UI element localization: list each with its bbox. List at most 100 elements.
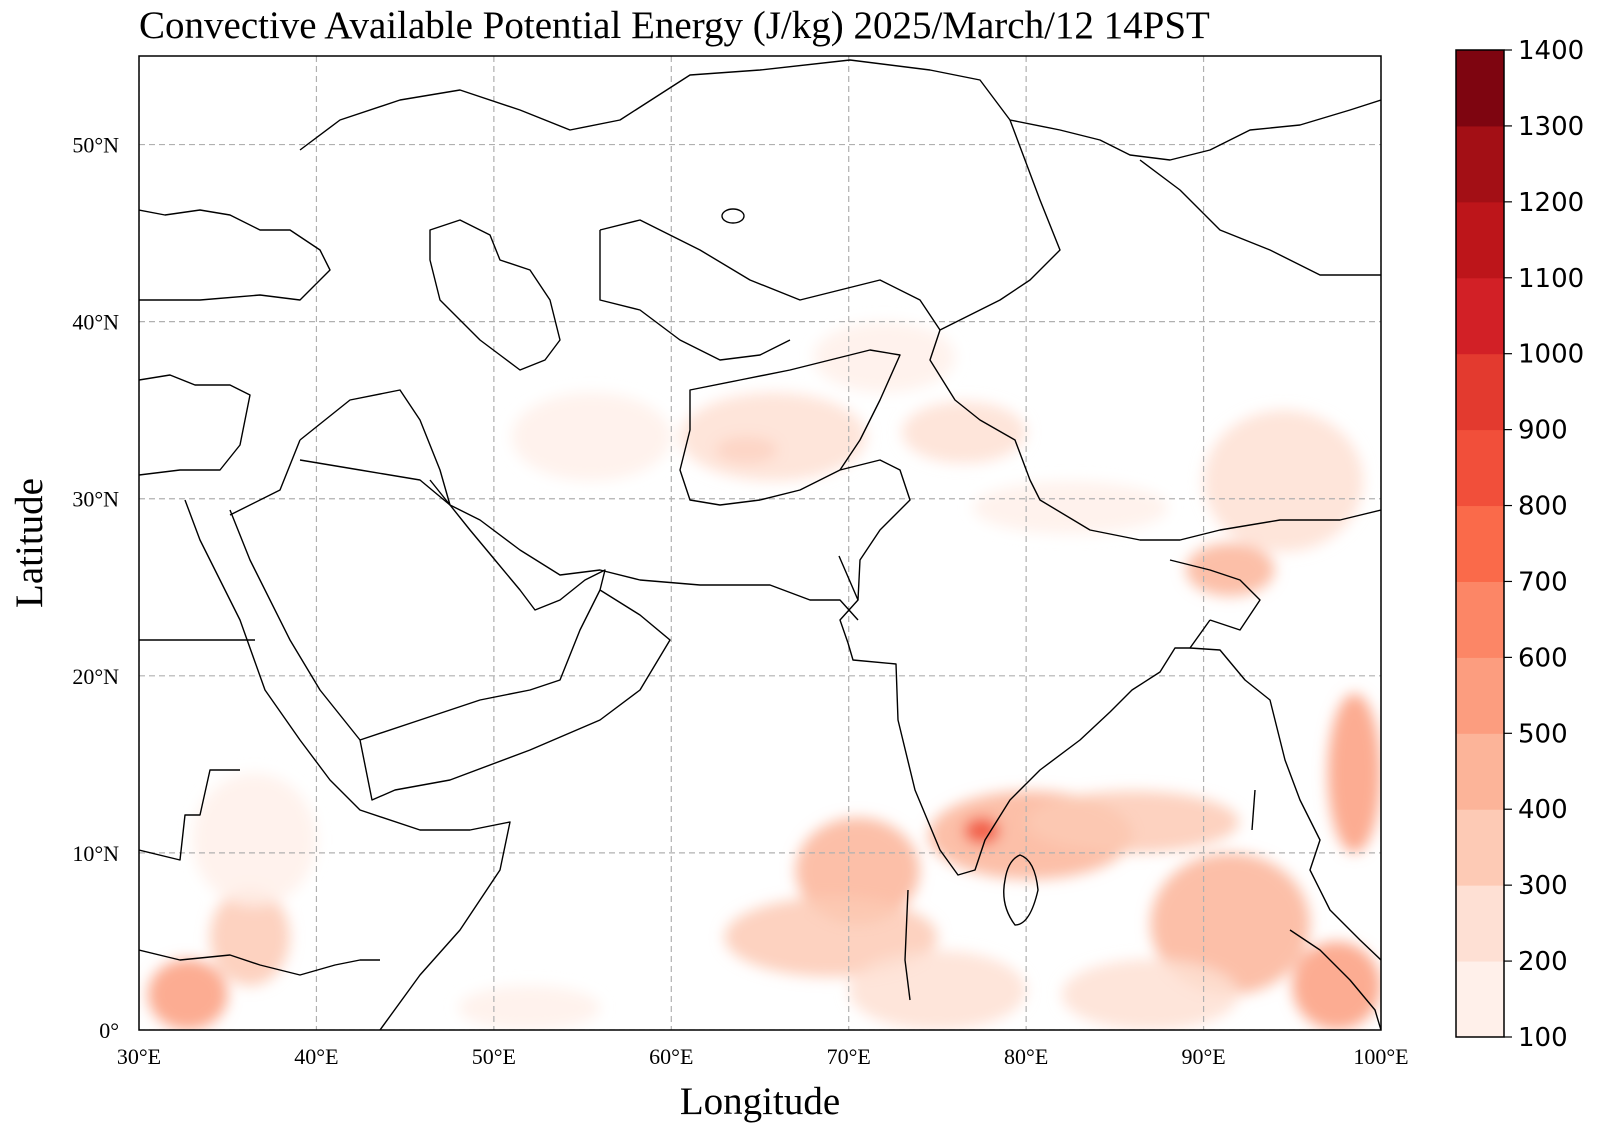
y-tick-label: 10°N xyxy=(72,841,119,866)
sri-lanka-coastline xyxy=(1003,854,1039,926)
cape-region-13 xyxy=(1185,543,1275,597)
bangladesh-border xyxy=(1169,559,1261,631)
pakistan-border xyxy=(839,459,911,601)
cape-region-11 xyxy=(209,888,290,986)
y-tick-labels: 0° 10°N 20°N 30°N 40°N 50°N xyxy=(72,133,119,1043)
africa-border-3 xyxy=(139,769,240,861)
cape-region-2 xyxy=(1026,790,1240,853)
colorbar-tick-label: 1400 xyxy=(1518,36,1584,66)
kazakhstan-border xyxy=(299,59,1381,161)
colorbar: 100 200 300 400 500 600 700 800 900 1000 1100 1200 1… xyxy=(1455,36,1584,1053)
colorbar-tick-label: 1300 xyxy=(1518,112,1584,142)
colorbar-segment xyxy=(1456,809,1504,886)
plot-frame xyxy=(138,55,1382,1031)
x-tick-label: 40°E xyxy=(294,1044,338,1069)
india-coastline xyxy=(838,555,1211,876)
cape-region-4 xyxy=(724,897,938,977)
colorbar-tick-label: 400 xyxy=(1518,795,1568,825)
cape-region-1 xyxy=(964,817,1000,845)
y-tick-label: 40°N xyxy=(72,310,119,335)
iran-coastline xyxy=(449,504,859,621)
cape-region-14 xyxy=(1203,410,1364,552)
colorbar-tick-label: 1100 xyxy=(1518,264,1584,294)
colorbar-segment xyxy=(1456,885,1504,962)
aral-lake xyxy=(721,208,745,224)
arabia-coastline xyxy=(229,479,671,801)
y-tick-label: 30°N xyxy=(72,487,119,512)
yemen-oman-border xyxy=(359,589,601,741)
plot-area xyxy=(139,56,1381,1030)
sumatra-coastline xyxy=(1289,929,1381,1030)
colorbar-tick-label: 800 xyxy=(1518,492,1568,522)
cape-region-17 xyxy=(511,392,672,482)
cape-region-8 xyxy=(1292,941,1381,1030)
caspian-coastline xyxy=(429,219,561,371)
saudi-border xyxy=(229,439,451,516)
laccadive-islands xyxy=(904,889,911,1001)
coastlines-and-borders xyxy=(139,59,1381,1030)
x-tick-label: 100°E xyxy=(1353,1044,1408,1069)
colorbar-segment xyxy=(1456,125,1504,203)
china-border xyxy=(929,119,1381,541)
x-tick-label: 60°E xyxy=(649,1044,693,1069)
x-tick-label: 50°E xyxy=(472,1044,516,1069)
colorbar-segment xyxy=(1456,50,1504,127)
africa-border-1 xyxy=(139,949,380,976)
colorbar-tick-label: 100 xyxy=(1518,1023,1568,1053)
colorbar-tick-label: 300 xyxy=(1518,871,1568,901)
black-sea-coastline xyxy=(139,209,331,301)
cape-region-12 xyxy=(192,773,317,907)
cape-region-18 xyxy=(813,321,956,393)
colorbar-segment xyxy=(1456,277,1504,355)
cape-region-20 xyxy=(972,481,1169,535)
cape-region-21 xyxy=(458,985,601,1030)
x-tick-label: 90°E xyxy=(1181,1044,1225,1069)
colorbar-segment xyxy=(1456,581,1504,658)
cape-region-9 xyxy=(1327,693,1381,853)
colorbar-tick-label: 1000 xyxy=(1518,340,1584,370)
mongolia-border xyxy=(1139,159,1381,276)
map-title: Convective Available Potential Energy (J… xyxy=(139,4,1210,47)
iraq-border xyxy=(299,389,451,506)
colorbar-tick-label: 600 xyxy=(1518,643,1568,673)
x-tick-label: 80°E xyxy=(1004,1044,1048,1069)
colorbar-segment xyxy=(1456,353,1504,431)
levant-coastline xyxy=(139,374,251,476)
cape-region-7 xyxy=(1061,959,1240,1030)
colorbar-tick-label: 1200 xyxy=(1518,188,1584,218)
cape-region-19 xyxy=(901,401,1027,464)
cape-region-3 xyxy=(795,817,920,924)
afghanistan-border xyxy=(679,349,901,506)
colorbar-segment xyxy=(1456,733,1504,810)
y-tick-label: 20°N xyxy=(72,664,119,689)
colorbar-segment xyxy=(1456,657,1504,734)
central-asia-border-2 xyxy=(599,230,791,361)
colorbar-tick-label: 200 xyxy=(1518,947,1568,977)
myanmar-coastline xyxy=(1189,647,1381,961)
colorbar-segment xyxy=(1456,505,1504,582)
colorbar-tick-label: 500 xyxy=(1518,719,1568,749)
x-tick-label: 30°E xyxy=(117,1044,161,1069)
x-axis-label: Longitude xyxy=(680,1080,840,1123)
y-axis-label: Latitude xyxy=(8,478,51,608)
colorbar-frame xyxy=(1455,49,1505,1038)
colorbar-tick-label: 700 xyxy=(1518,567,1568,597)
y-tick-label: 50°N xyxy=(72,133,119,158)
andaman-islands xyxy=(1251,789,1256,831)
colorbar-segment xyxy=(1456,201,1504,279)
x-tick-label: 70°E xyxy=(827,1044,871,1069)
x-tick-labels: 30°E 40°E 50°E 60°E 70°E 80°E 90°E 100°E xyxy=(117,1044,1409,1069)
cape-shading-layer xyxy=(147,321,1381,1030)
graticule-grid xyxy=(139,56,1381,1030)
colorbar-segment xyxy=(1456,429,1504,507)
colorbar-segment xyxy=(1456,961,1504,1038)
cape-region-16 xyxy=(680,392,867,482)
colorbar-tick-label: 900 xyxy=(1518,416,1568,446)
africa-coastline xyxy=(184,499,511,1030)
y-tick-label: 0° xyxy=(99,1018,119,1043)
cape-region-5 xyxy=(848,950,1027,1030)
cape-region-6 xyxy=(1150,852,1311,995)
central-asia-border-1 xyxy=(599,219,941,331)
cape-region-10 xyxy=(147,959,228,1030)
